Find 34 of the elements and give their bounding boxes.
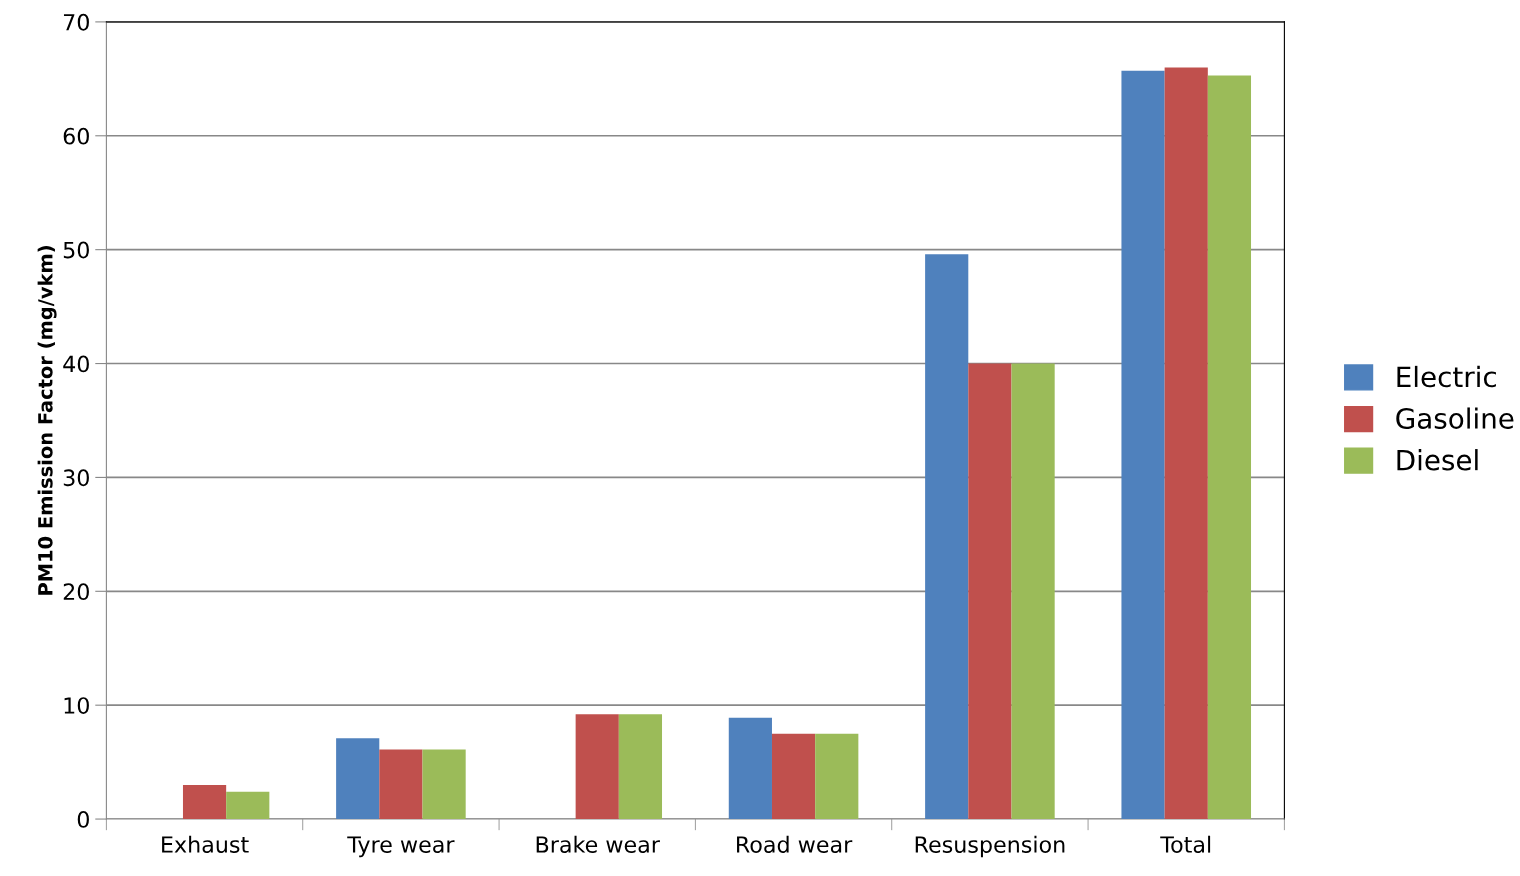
x-tick-label: Exhaust [162, 835, 249, 853]
bar [1121, 70, 1165, 820]
x-tick-label: Road wear [737, 835, 853, 853]
y-tick-label: 10 [64, 697, 89, 714]
bar [815, 733, 859, 820]
bar [336, 738, 380, 820]
bar [226, 791, 270, 820]
bar [1207, 75, 1252, 820]
x-tick-label: Tyre wear [347, 836, 455, 858]
bar [422, 749, 466, 820]
bar [925, 254, 969, 820]
bar [379, 749, 423, 820]
y-tick-label: 60 [63, 127, 89, 145]
y-tick-label: 0 [77, 811, 89, 828]
y-axis-title: PM10 Emission Factor (mg/vkm) [37, 246, 57, 595]
y-tick-label: 70 [63, 13, 89, 31]
x-tick-label: Resuspension [915, 835, 1065, 858]
y-tick-label: 30 [63, 469, 89, 487]
y-tick-label: 20 [63, 583, 89, 601]
x-tick-label: Brake wear [536, 835, 660, 853]
bar [968, 363, 1012, 820]
bar [771, 733, 816, 820]
legend-label: Gasoline [1396, 407, 1514, 429]
bar [182, 784, 227, 820]
legend-label: Electric [1397, 365, 1496, 388]
bar [1011, 363, 1055, 820]
x-tick-label: Total [1160, 835, 1211, 853]
bar [1164, 67, 1208, 820]
y-tick-label: 50 [63, 241, 89, 259]
legend-label: Diesel [1397, 449, 1478, 471]
bar [618, 714, 663, 820]
bar [728, 717, 772, 820]
bar [575, 714, 619, 820]
y-tick-label: 40 [63, 355, 89, 373]
